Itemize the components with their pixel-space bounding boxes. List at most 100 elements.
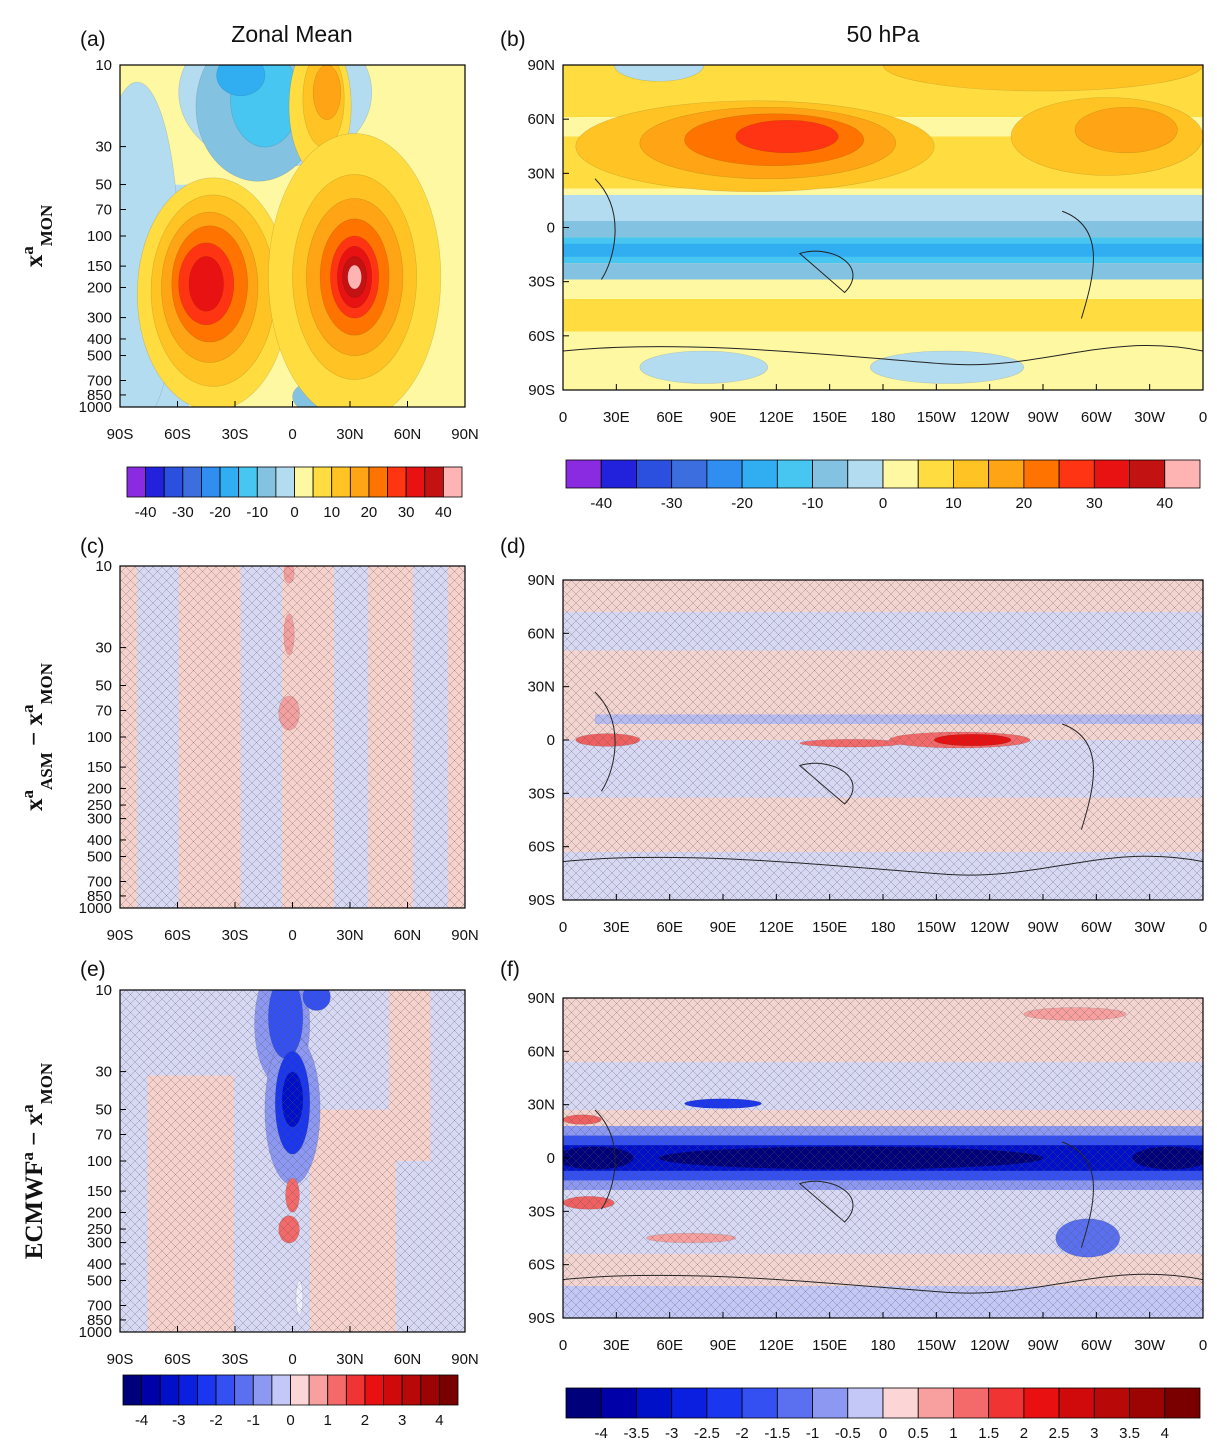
y-axis-label: xaASM − xaMON [18,662,56,811]
y-tick-label: 850 [87,1312,112,1329]
y-axis-label-part: a [18,704,37,713]
field [563,580,1203,900]
colorbar-swatch [126,466,147,498]
colorbar-label: 1 [949,1425,957,1442]
colorbar-swatch [178,1374,198,1406]
x-tick-label: 0 [288,927,296,944]
colorbar-label: -20 [209,504,231,521]
colorbar-swatch [671,1387,708,1419]
y-tick-label: 850 [87,387,112,404]
colorbar-swatch [600,459,637,489]
y-tick-label: 70 [95,202,112,219]
colorbar-swatch [308,1374,329,1406]
x-tick-label: 60S [164,1351,191,1368]
y-axis-label-part: ASM [37,752,56,790]
colorbar-label: 40 [1156,495,1173,512]
contour-region [869,350,1025,384]
colorbar-swatch [565,459,602,489]
colorbar-swatch [1129,1387,1166,1419]
colorbar-label: -1 [247,1412,260,1429]
colorbar-swatch [420,1374,440,1406]
colorbar-swatch [271,1374,291,1406]
colorbar-swatch [252,1374,273,1406]
y-tick-label: 90N [527,57,555,74]
colorbar-label: -3 [665,1425,678,1442]
y-tick-label: 0 [547,220,555,237]
y-axis-label-part: a [18,1152,37,1161]
colorbar-swatch [600,1387,637,1419]
y-tick-label: 250 [87,1221,112,1238]
field [120,566,465,908]
colorbar-label: 0.5 [908,1425,929,1442]
colorbar-swatch [1023,1387,1060,1419]
coastline [594,178,1094,319]
y-tick-label: 60S [528,1257,555,1274]
y-tick-label: 400 [87,1256,112,1273]
colorbar-swatch [383,1374,403,1406]
x-tick-label: 180 [870,919,895,936]
colorbar-swatch [1058,459,1095,489]
y-tick-label: 90N [527,572,555,589]
contour-region [563,243,1203,257]
y-tick-label: 60S [528,839,555,856]
contour-region [563,195,1203,221]
contour-region [188,256,224,312]
x-tick-label: 60E [656,409,683,426]
y-tick-label: 30N [527,679,555,696]
y-tick-label: 60N [527,625,555,642]
y-tick-label: 500 [87,849,112,866]
colorbar-swatch [424,466,444,498]
colorbar-swatch [988,459,1025,489]
x-tick-label: 0 [1199,1337,1207,1354]
colorbar-swatch [197,1374,217,1406]
colorbar-label: -3.5 [624,1425,650,1442]
y-axis-label-part: x [21,798,48,811]
colorbar-swatch [238,466,258,498]
colorbar-label: 20 [361,504,378,521]
x-tick-label: 30S [222,927,249,944]
hatching [563,998,1203,1318]
y-axis-label-part: − x [21,1112,48,1152]
y-tick-label: 1000 [79,399,112,416]
colorbar-label: 4 [1161,1425,1169,1442]
y-axis-label: ECMWFa − xaMON [18,1062,56,1259]
x-tick-label: 0 [288,426,296,443]
y-tick-label: 200 [87,279,112,296]
y-tick-label: 50 [95,1102,112,1119]
x-tick-label: 30W [1134,919,1166,936]
x-tick-label: 0 [559,409,567,426]
x-tick-label: 120W [970,1337,1010,1354]
colorbar-swatch [636,1387,673,1419]
colorbar-swatch [387,466,407,498]
x-tick-label: 0 [288,1351,296,1368]
y-tick-label: 400 [87,832,112,849]
colorbar-swatch [327,1374,347,1406]
x-tick-label: 30N [336,1351,364,1368]
y-tick-label: 150 [87,1183,112,1200]
y-tick-label: 30 [95,1064,112,1081]
x-tick-label: 30S [222,1351,249,1368]
colorbar-label: 2 [361,1412,369,1429]
y-tick-label: 100 [87,1153,112,1170]
x-tick-label: 60W [1081,1337,1113,1354]
y-tick-label: 300 [87,811,112,828]
x-tick-label: 60W [1081,919,1113,936]
y-tick-label: 30S [528,1203,555,1220]
colorbar-label: 40 [435,504,452,521]
x-tick-label: 120W [970,919,1010,936]
x-tick-label: 30W [1134,1337,1166,1354]
colorbar-swatch [182,466,202,498]
colorbar-label: 3 [398,1412,406,1429]
x-tick-label: 150W [917,919,957,936]
field [120,990,465,1332]
colorbar-label: -30 [172,504,194,521]
x-tick-label: 90S [107,426,134,443]
colorbar-label: 1.5 [978,1425,999,1442]
y-tick-label: 200 [87,1204,112,1221]
x-tick-label: 90S [107,1351,134,1368]
x-tick-label: 30E [603,919,630,936]
hatching [563,580,1203,900]
y-tick-label: 500 [87,348,112,365]
colorbar-label: -0.5 [835,1425,861,1442]
colorbar-swatch [145,466,165,498]
